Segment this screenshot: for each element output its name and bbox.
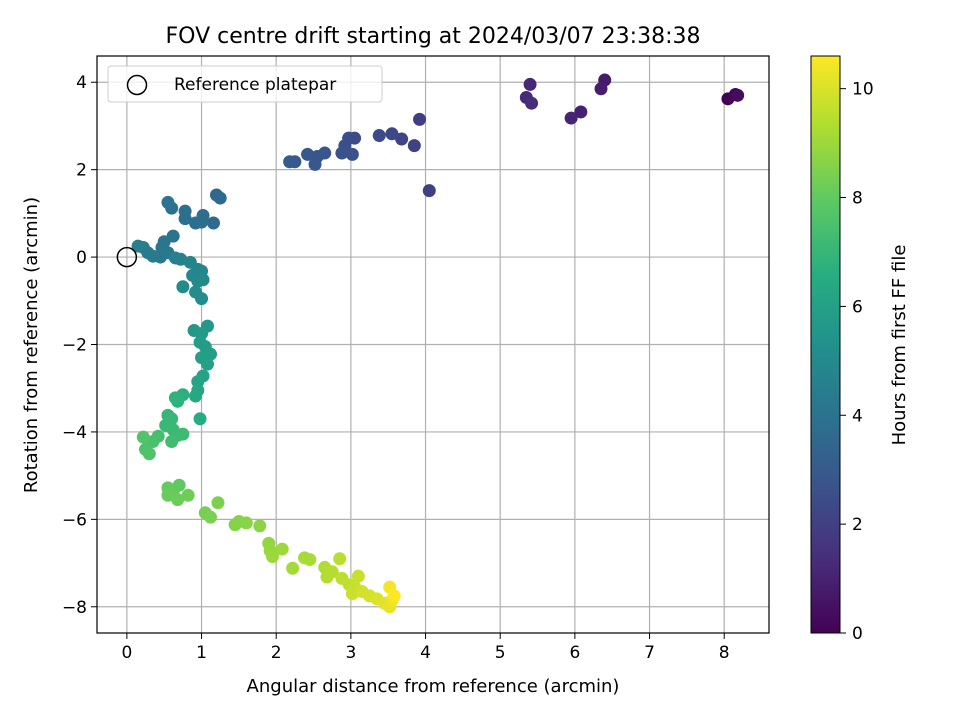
scatter-point (523, 77, 537, 91)
scatter-point (325, 565, 339, 579)
reference-platepar-point (116, 246, 138, 268)
scatter-point (201, 357, 215, 371)
scatter-point (265, 550, 279, 564)
scatter-point (181, 488, 195, 502)
scatter-point (413, 112, 427, 126)
x-tick-label: 3 (345, 643, 356, 663)
legend-marker-open-circle (126, 74, 148, 96)
x-tick-label: 7 (644, 643, 655, 663)
scatter-point (203, 510, 217, 524)
scatter-point (275, 542, 289, 556)
reference-marker (116, 246, 138, 268)
y-tick-label: −8 (62, 598, 87, 618)
scatter-point (407, 139, 421, 153)
scatter-point (195, 292, 209, 306)
y-tick-label: −4 (62, 423, 87, 443)
scatter-point (176, 280, 190, 294)
scatter-point (351, 569, 365, 583)
scatter-point (422, 184, 436, 198)
scatter-point (574, 105, 588, 119)
scatter-point (385, 127, 399, 141)
y-axis-ticks: −8 −6 −4 −2 0 2 4 (62, 73, 97, 618)
y-axis-label: Rotation from reference (arcmin) (21, 197, 42, 493)
scatter-point (131, 239, 145, 253)
x-tick-label: 2 (271, 643, 282, 663)
legend-box (107, 65, 383, 103)
x-tick-label: 4 (420, 643, 431, 663)
scatter-point (161, 488, 175, 502)
colorbar-tick-label: 10 (852, 80, 874, 100)
scatter-point (206, 216, 220, 230)
scatter-point (239, 516, 253, 530)
x-tick-label: 8 (719, 643, 730, 663)
scatter-point (211, 496, 225, 510)
scatter-point (731, 88, 745, 102)
colorbar-tick-label: 6 (852, 297, 863, 317)
scatter-point (196, 273, 210, 287)
scatter-point (395, 132, 409, 146)
scatter-point (301, 147, 315, 161)
scatter-point (176, 427, 190, 441)
colorbar (810, 55, 841, 634)
scatter-point (286, 561, 300, 575)
x-tick-label: 1 (196, 643, 207, 663)
scatter-point (308, 157, 322, 171)
scatter-point (136, 430, 150, 444)
scatter-point (213, 191, 227, 205)
scatter-point (142, 447, 156, 461)
colorbar-tick-label: 0 (852, 624, 863, 644)
scatter-point (178, 204, 192, 218)
scatter-point (171, 493, 185, 507)
y-tick-label: −6 (62, 510, 87, 530)
x-tick-label: 5 (495, 643, 506, 663)
x-axis-ticks: 0 1 2 3 4 5 6 7 8 (121, 633, 730, 663)
legend-label: Reference platepar (174, 75, 336, 95)
scatter-point (193, 412, 207, 426)
scatter-point (303, 553, 317, 567)
colorbar-ticks: 0 2 4 6 8 10 (840, 80, 874, 644)
scatter-point (333, 552, 347, 566)
scatter-point (165, 435, 179, 449)
colorbar-tick-label: 2 (852, 515, 863, 535)
y-tick-label: 0 (76, 248, 87, 268)
scatter-point (345, 147, 359, 161)
x-tick-label: 6 (569, 643, 580, 663)
colorbar-label: Hours from first FF file (889, 245, 910, 446)
scatter-point (189, 389, 203, 403)
chart-title: FOV centre drift starting at 2024/03/07 … (166, 24, 701, 49)
legend: Reference platepar (107, 65, 383, 103)
colorbar-tick-label: 4 (852, 406, 863, 426)
scatter-point (189, 216, 203, 230)
scatter-point (564, 111, 578, 125)
y-tick-label: −2 (62, 336, 87, 356)
x-axis-label: Angular distance from reference (arcmin) (247, 676, 620, 697)
scatter-point (283, 155, 297, 169)
scatter-point (525, 96, 539, 110)
scatter-point (161, 195, 175, 209)
scatter-point (387, 589, 401, 603)
scatter-point (594, 82, 608, 96)
y-tick-label: 4 (76, 73, 87, 93)
scatter-point (345, 587, 359, 601)
y-tick-label: 2 (76, 161, 87, 181)
scatter-point (171, 394, 185, 408)
scatter-point (253, 519, 267, 533)
colorbar-tick-label: 8 (852, 189, 863, 209)
scatter-point (335, 146, 349, 160)
scatter-point (372, 129, 386, 143)
data-points (131, 73, 745, 614)
x-tick-label: 0 (121, 643, 132, 663)
